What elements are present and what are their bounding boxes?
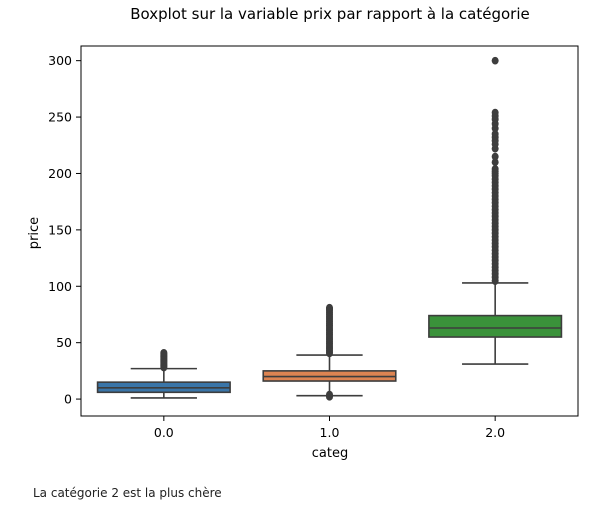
- y-axis-label: price: [27, 217, 42, 249]
- y-tick-label: 50: [56, 335, 72, 350]
- boxplot-chart: Boxplot sur la variable prix par rapport…: [27, 5, 579, 461]
- outlier-point: [491, 130, 499, 138]
- iqr-box: [428, 314, 563, 338]
- outlier-point: [491, 158, 499, 166]
- outlier-point: [326, 390, 333, 399]
- y-tick-label: 300: [48, 53, 72, 68]
- x-axis-ticks: 0.0 1.0 2.0: [154, 416, 505, 440]
- y-tick-label: 200: [48, 166, 72, 181]
- y-tick-label: 100: [48, 279, 72, 294]
- boxes-layer: [96, 56, 563, 401]
- outlier-point: [326, 303, 333, 312]
- x-axis-label: categ: [312, 446, 348, 461]
- chart-title: Boxplot sur la variable prix par rapport…: [130, 5, 530, 23]
- x-tick-label: 1.0: [320, 425, 340, 440]
- outlier-point: [491, 152, 499, 161]
- outlier-point: [491, 108, 499, 117]
- outlier-point: [491, 165, 499, 173]
- y-axis-ticks: 0 50 100 150 200 250 300: [48, 53, 81, 407]
- caption-text: La catégorie 2 est la plus chère: [33, 486, 222, 500]
- y-tick-label: 0: [64, 392, 72, 407]
- box-group-2.0: [428, 56, 563, 365]
- y-tick-label: 250: [48, 110, 72, 125]
- box-group-1.0: [262, 303, 397, 401]
- box-group-0.0: [96, 349, 231, 399]
- y-tick-label: 150: [48, 222, 72, 237]
- outlier-point: [491, 56, 499, 65]
- x-tick-label: 0.0: [154, 425, 174, 440]
- x-tick-label: 2.0: [485, 425, 505, 440]
- outlier-point: [160, 349, 168, 357]
